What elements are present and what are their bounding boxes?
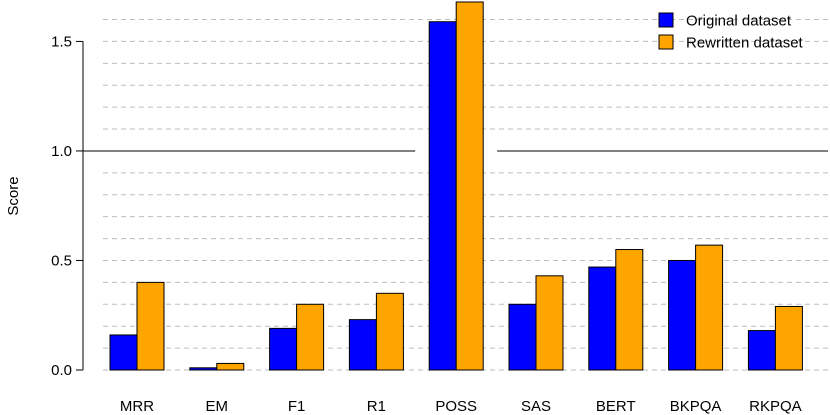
bar-original-poss	[428, 21, 457, 371]
bar-original-sas	[508, 303, 537, 371]
bars	[109, 1, 803, 371]
bar-original-bert	[588, 266, 617, 371]
legend-label-rewritten: Rewritten dataset	[686, 35, 804, 52]
bar-rewritten-mrr	[136, 281, 165, 371]
x-category-label: F1	[288, 398, 306, 415]
x-axis-category-labels: MRR EM F1 R1 POSS SAS BERT BKPQA RKPQA	[120, 398, 802, 415]
y-tick-label: 1.0	[51, 143, 72, 160]
x-category-label: R1	[367, 398, 386, 415]
x-category-label: EM	[206, 398, 229, 415]
bar-original-em	[189, 367, 218, 371]
bar-rewritten-sas	[535, 275, 564, 371]
bar-original-rkpqa	[747, 330, 776, 371]
bar-rewritten-r1	[375, 292, 404, 371]
x-category-label: RKPQA	[749, 398, 802, 415]
bar-original-mrr	[109, 334, 138, 371]
bar-rewritten-bert	[615, 249, 644, 371]
y-tick-label: 0.0	[51, 362, 72, 379]
legend: Original dataset Rewritten dataset	[658, 12, 804, 52]
x-category-label: BERT	[596, 398, 636, 415]
legend-swatch-rewritten	[658, 34, 674, 50]
bar-original-f1	[269, 327, 298, 371]
bar-rewritten-rkpqa	[774, 305, 803, 371]
bar-original-bkpqa	[668, 259, 697, 371]
x-category-label: POSS	[435, 398, 477, 415]
bar-rewritten-bkpqa	[695, 244, 724, 371]
x-category-label: MRR	[120, 398, 154, 415]
y-tick-label: 0.5	[51, 252, 72, 269]
bar-rewritten-poss	[455, 1, 484, 371]
x-category-label: SAS	[521, 398, 551, 415]
y-axis: 0.0 0.5 1.0 1.5	[51, 33, 84, 379]
y-tick-label: 1.5	[51, 33, 72, 50]
bar-rewritten-f1	[296, 303, 325, 371]
bar-original-r1	[348, 319, 377, 371]
legend-label-original: Original dataset	[686, 13, 792, 30]
x-category-label: BKPQA	[670, 398, 722, 415]
legend-swatch-original	[658, 12, 674, 28]
y-axis-title: Score	[5, 176, 22, 215]
bar-rewritten-em	[216, 362, 245, 371]
